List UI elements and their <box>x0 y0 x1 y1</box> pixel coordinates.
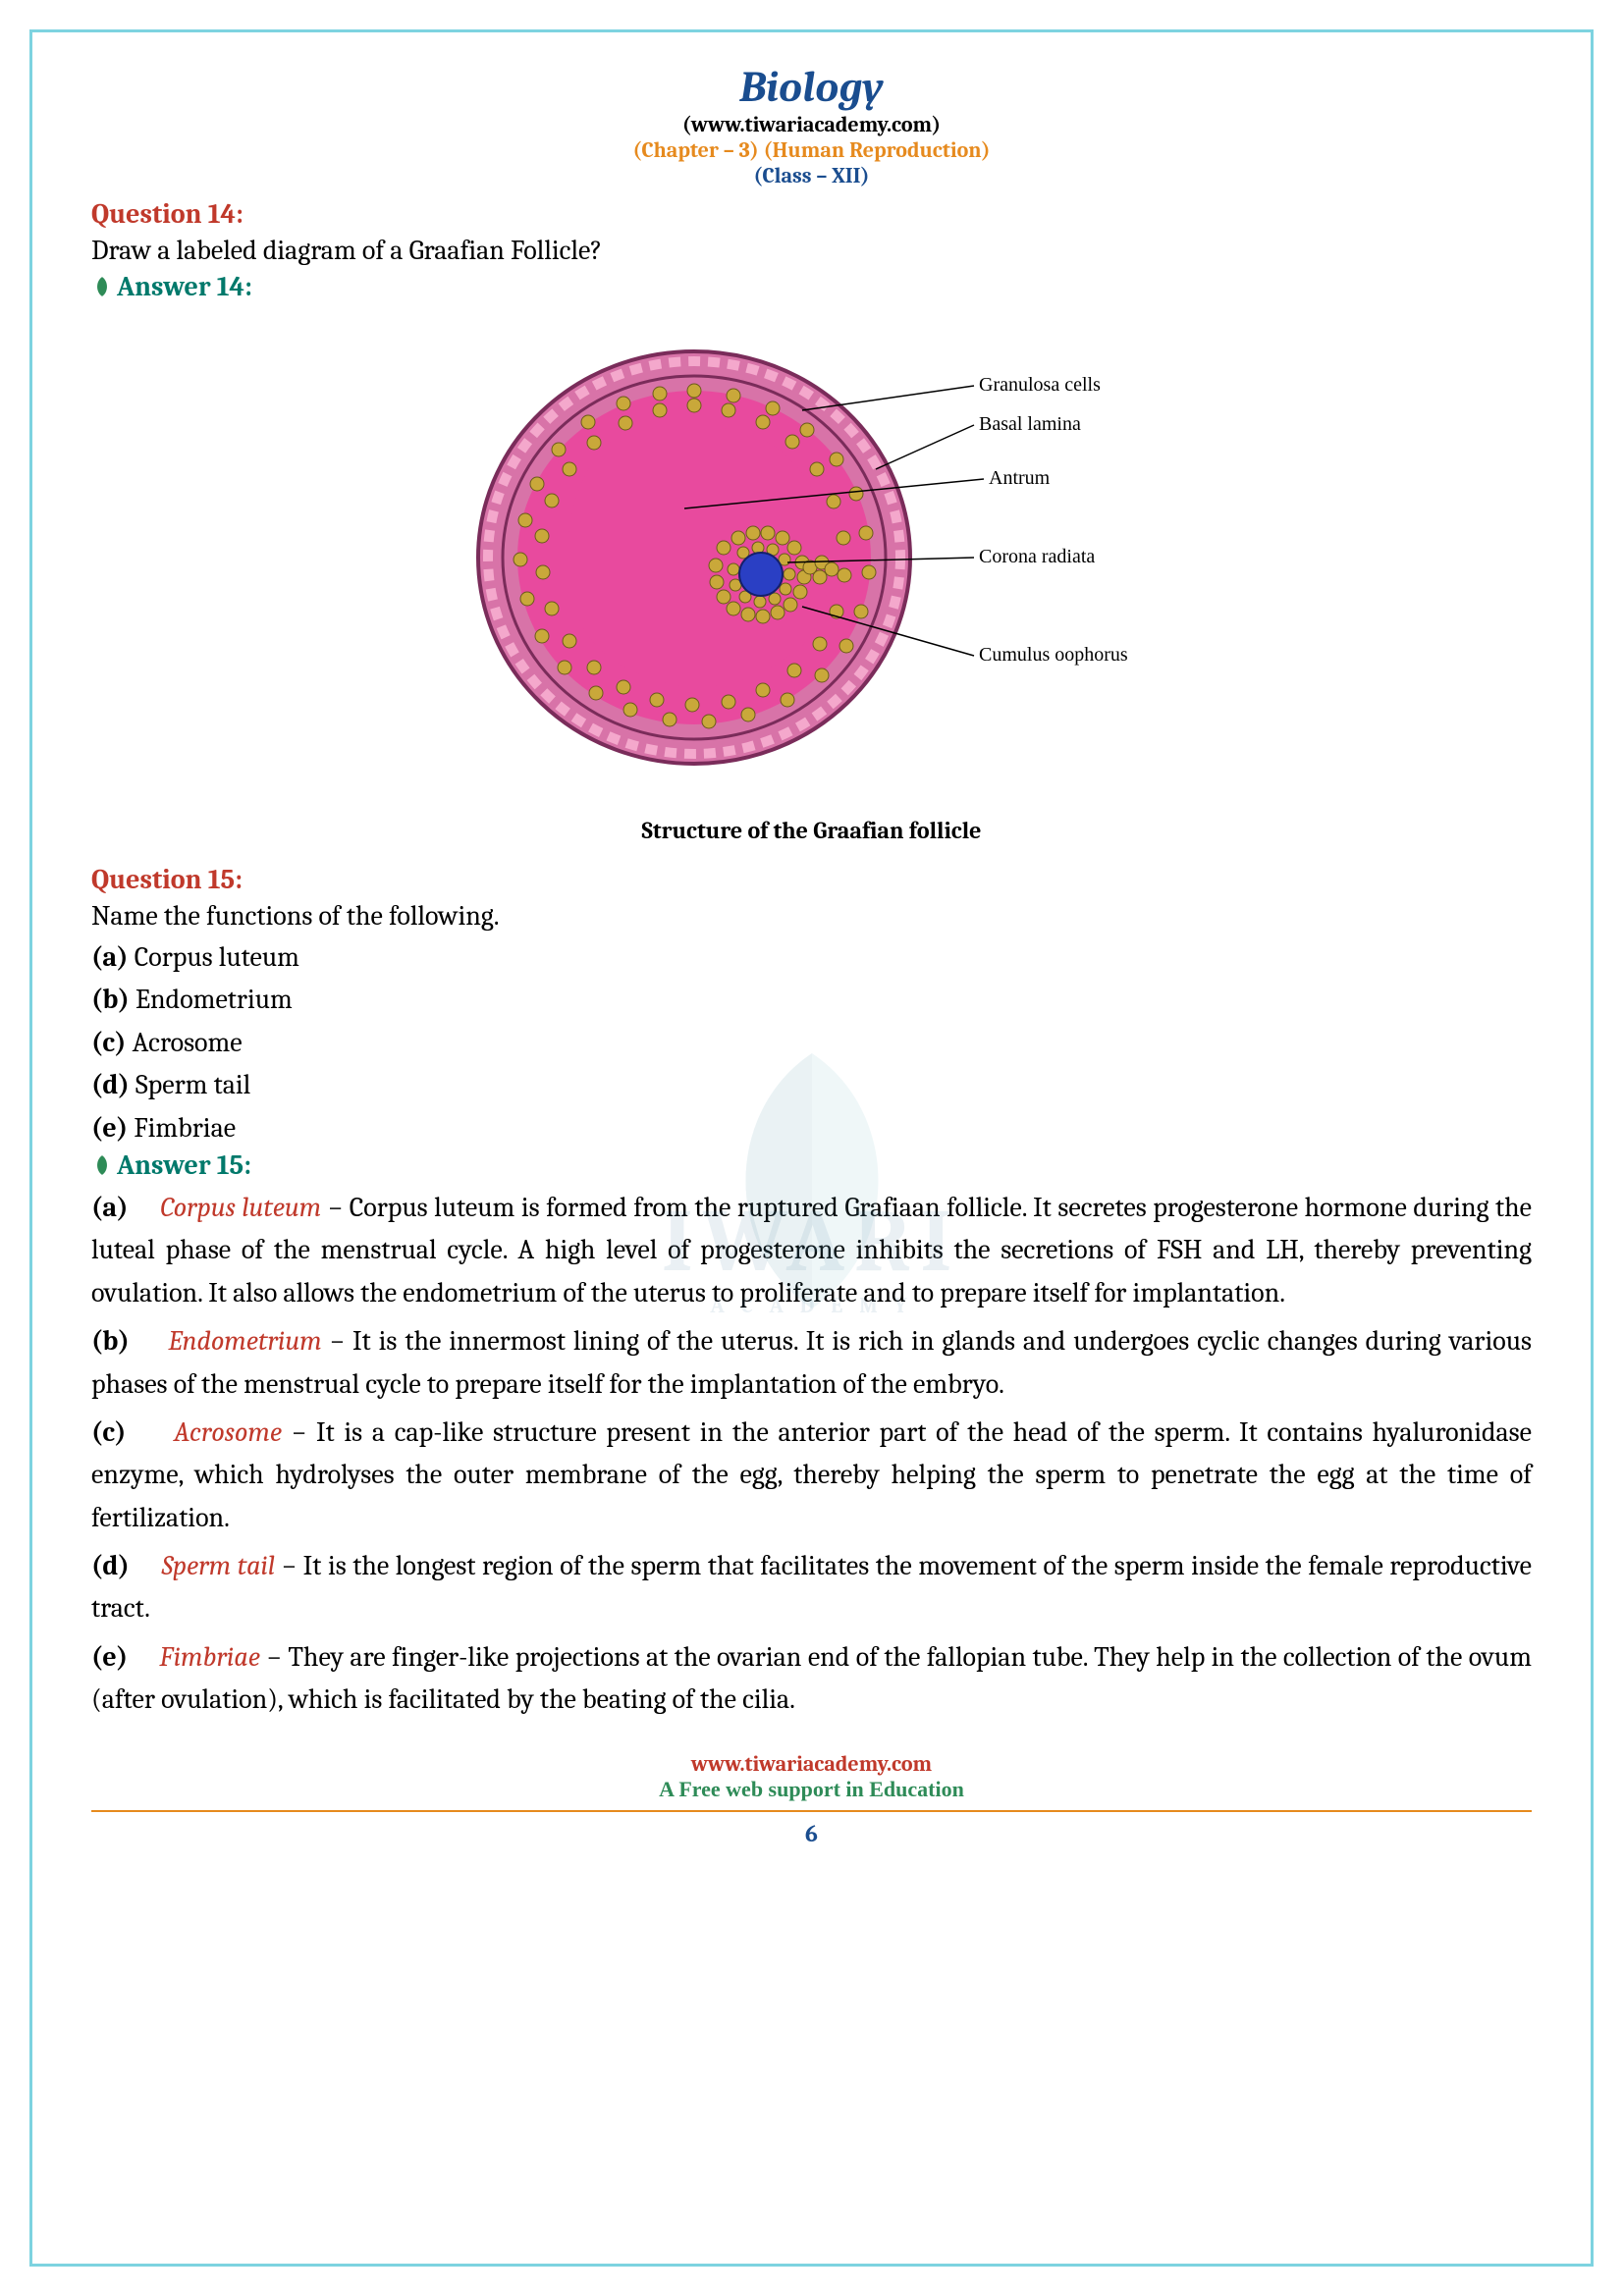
footer-rule <box>91 1810 1532 1812</box>
title-chapter: (Chapter – 3) (Human Reproduction) <box>91 137 1532 163</box>
graafian-svg: Granulosa cells Basal lamina Antrum Coro… <box>439 312 1185 803</box>
graafian-diagram: Granulosa cells Basal lamina Antrum Coro… <box>91 312 1532 844</box>
ans-b: (b) Endometrium − It is the innermost li… <box>91 1320 1532 1406</box>
ans-a-term: Corpus luteum <box>160 1192 321 1223</box>
q14-text: Draw a labeled diagram of a Graafian Fol… <box>91 230 1532 271</box>
q14-label: Question 14: <box>91 198 1532 230</box>
q15-item-c: (c) Acrosome <box>91 1022 1532 1064</box>
ans-e: (e) Fimbriae − They are finger-like proj… <box>91 1636 1532 1722</box>
label-granulosa: Granulosa cells <box>979 374 1101 396</box>
question-14: Question 14: Draw a labeled diagram of a… <box>91 198 1532 302</box>
page-border: IWARI A C A D E M Y Biology (www.tiwaria… <box>29 29 1594 2267</box>
q15-item-d: (d) Sperm tail <box>91 1064 1532 1106</box>
answer-icon <box>91 1154 113 1176</box>
label-basal: Basal lamina <box>979 413 1081 435</box>
title-subject: Biology <box>91 62 1532 112</box>
ans-d-term: Sperm tail <box>162 1550 275 1581</box>
q15-answer-label: Answer 15: <box>117 1149 251 1181</box>
ans-a: (a) Corpus luteum − Corpus luteum is for… <box>91 1187 1532 1314</box>
ans-e-term: Fimbriae <box>159 1641 260 1673</box>
footer-tag: A Free web support in Education <box>91 1777 1532 1802</box>
page: IWARI A C A D E M Y Biology (www.tiwaria… <box>0 0 1623 2296</box>
ans-d-text: − It is the longest region of the sperm … <box>91 1550 1532 1624</box>
q14-answer-label-row: Answer 14: <box>91 271 1532 302</box>
q15-item-e-text: Fimbriae <box>134 1112 236 1144</box>
q15-item-a: (a) Corpus luteum <box>91 936 1532 979</box>
q15-answer-label-row: Answer 15: <box>91 1149 1532 1181</box>
q15-item-d-text: Sperm tail <box>135 1069 250 1100</box>
q15-item-b: (b) Endometrium <box>91 979 1532 1021</box>
label-cumulus: Cumulus oophorus <box>979 644 1128 666</box>
question-15: Question 15: Name the functions of the f… <box>91 864 1532 1181</box>
q15-item-a-text: Corpus luteum <box>135 941 299 973</box>
ans-e-text: − They are finger-like projections at th… <box>91 1641 1532 1715</box>
label-antrum: Antrum <box>989 467 1051 489</box>
q15-item-e: (e) Fimbriae <box>91 1107 1532 1149</box>
header: Biology (www.tiwariacademy.com) (Chapter… <box>91 62 1532 188</box>
page-number: 6 <box>91 1820 1532 1847</box>
ans-b-term: Endometrium <box>168 1325 321 1357</box>
ans-c-term: Acrosome <box>174 1416 282 1448</box>
q15-text: Name the functions of the following. <box>91 895 1532 936</box>
q15-item-c-text: Acrosome <box>133 1027 243 1058</box>
answer-icon <box>91 276 113 297</box>
ans-c: (c) Acrosome − It is a cap-like structur… <box>91 1412 1532 1539</box>
label-corona: Corona radiata <box>979 546 1095 567</box>
q15-list: (a) Corpus luteum (b) Endometrium (c) Ac… <box>91 936 1532 1149</box>
title-link: (www.tiwariacademy.com) <box>91 112 1532 137</box>
footer: www.tiwariacademy.com A Free web support… <box>91 1751 1532 1847</box>
q15-item-b-text: Endometrium <box>135 984 293 1015</box>
diagram-caption: Structure of the Graafian follicle <box>91 817 1532 844</box>
ans-c-text: − It is a cap-like structure present in … <box>91 1416 1532 1533</box>
title-class: (Class – XII) <box>91 163 1532 188</box>
footer-link: www.tiwariacademy.com <box>91 1751 1532 1777</box>
q15-label: Question 15: <box>91 864 1532 895</box>
ans-d: (d) Sperm tail − It is the longest regio… <box>91 1545 1532 1630</box>
answer-15-body: (a) Corpus luteum − Corpus luteum is for… <box>91 1187 1532 1722</box>
q14-answer-label: Answer 14: <box>117 271 252 302</box>
